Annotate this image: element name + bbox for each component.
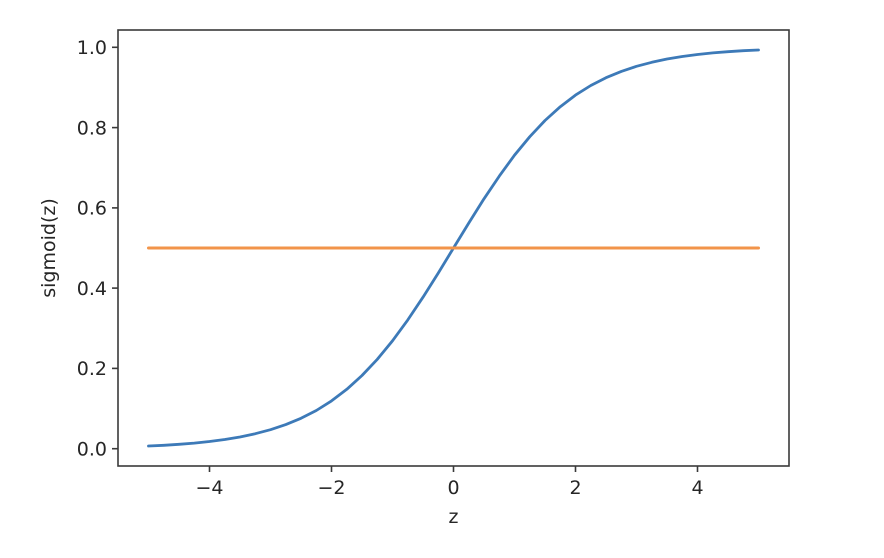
x-axis-label: z <box>449 506 459 528</box>
y-tick-label: 1.0 <box>77 37 107 59</box>
y-tick-label: 0.2 <box>77 358 107 380</box>
y-tick-label: 0.6 <box>77 198 107 220</box>
y-tick-label: 0.4 <box>77 278 107 300</box>
y-tick-label: 0.0 <box>77 438 107 460</box>
y-tick-label: 0.8 <box>77 117 107 139</box>
plot-area: −4 −2 0 2 4 0.0 0.2 0.4 0.6 0.8 1.0 <box>77 29 790 499</box>
x-tick-label: −2 <box>317 477 345 499</box>
x-tick-label: 0 <box>447 477 459 499</box>
x-tick-label: −4 <box>195 477 223 499</box>
y-axis-label: sigmoid(z) <box>38 198 60 298</box>
x-tick-label: 2 <box>569 477 581 499</box>
x-tick-label: 4 <box>691 477 703 499</box>
